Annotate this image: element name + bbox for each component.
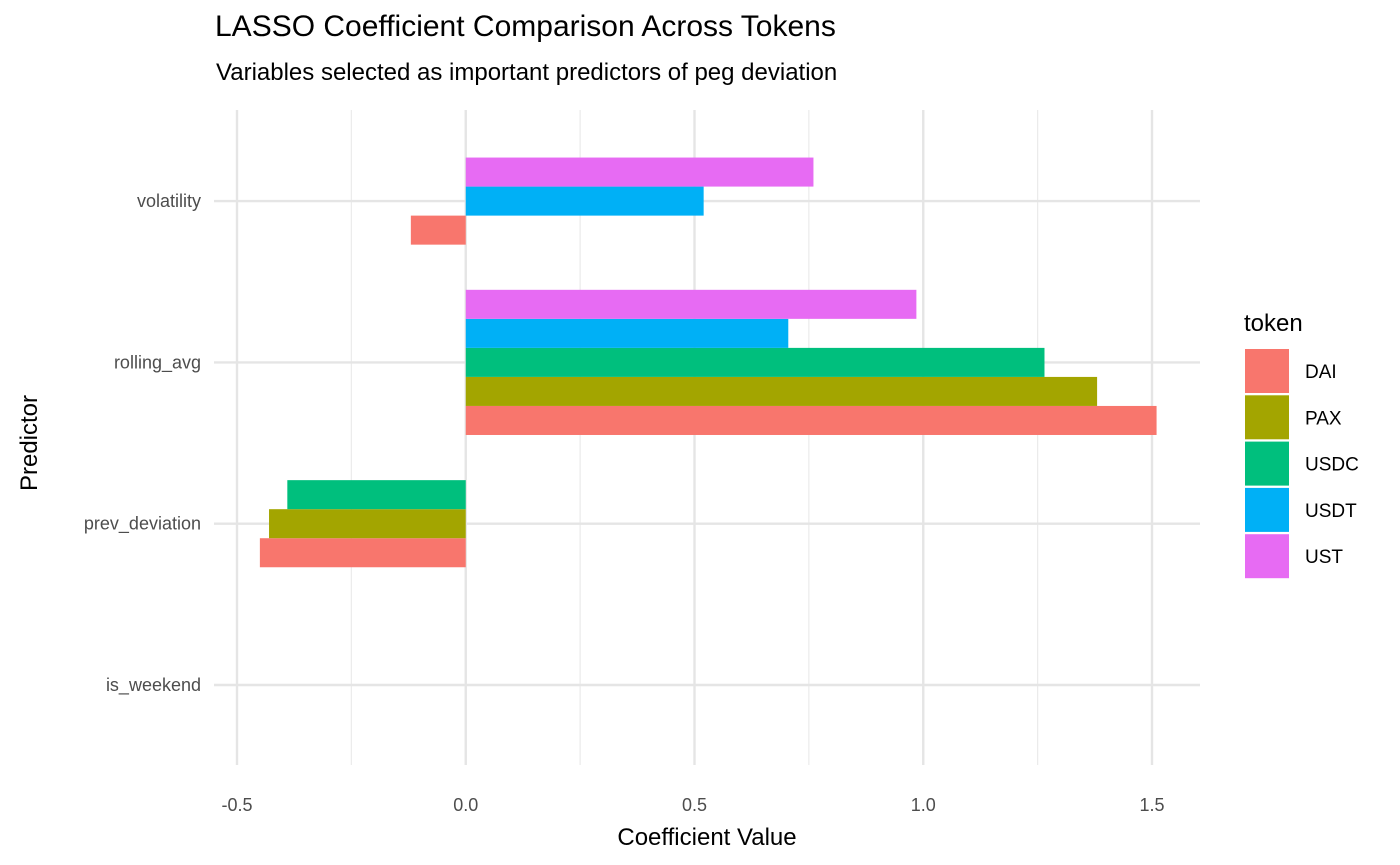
chart-title: LASSO Coefficient Comparison Across Toke… <box>215 10 836 43</box>
legend-key-ust <box>1245 534 1289 579</box>
legend-key-dai <box>1245 349 1289 393</box>
y-tick-label: is_weekend <box>106 675 201 696</box>
x-axis-title: Coefficient Value <box>617 824 796 851</box>
legend-title: token <box>1244 310 1303 337</box>
legend-key-usdc <box>1245 441 1289 486</box>
y-tick-labels: is_weekend prev_deviation rolling_avg volat… <box>84 191 201 696</box>
bar-usdt-volatility <box>465 186 704 216</box>
bar-usdc-rolling_avg <box>465 347 1045 377</box>
bar-dai-volatility <box>410 215 466 245</box>
x-tick-label: 1.5 <box>1139 795 1164 815</box>
legend-key-pax <box>1245 395 1289 440</box>
legend-label-ust: UST <box>1305 547 1343 568</box>
bar-dai-rolling_avg <box>465 405 1157 435</box>
legend-label-dai: DAI <box>1305 362 1337 383</box>
bar-usdc-prev_deviation <box>287 480 466 510</box>
chart-subtitle: Variables selected as important predicto… <box>216 59 838 86</box>
y-tick-label: prev_deviation <box>84 514 201 535</box>
bar-layer <box>259 157 1157 568</box>
bar-ust-rolling_avg <box>465 289 917 319</box>
bar-usdt-rolling_avg <box>465 318 789 348</box>
x-tick-label: -0.5 <box>221 795 252 815</box>
legend: token DAI PAX USDC USDT UST <box>1244 310 1359 579</box>
grid-layer <box>214 110 1200 765</box>
bar-pax-rolling_avg <box>465 376 1098 406</box>
bar-pax-prev_deviation <box>269 509 466 539</box>
y-tick-label: rolling_avg <box>114 352 201 373</box>
legend-label-usdc: USDC <box>1305 455 1359 476</box>
x-tick-label: 1.0 <box>911 795 936 815</box>
bar-ust-volatility <box>465 157 814 187</box>
x-tick-label: 0.0 <box>453 795 478 815</box>
legend-label-usdt: USDT <box>1305 501 1357 522</box>
y-tick-label: volatility <box>137 191 201 211</box>
x-tick-labels: -0.5 0.0 0.5 1.0 1.5 <box>221 795 1164 815</box>
legend-key-usdt <box>1245 487 1289 532</box>
y-axis-title: Predictor <box>16 395 43 491</box>
x-tick-label: 0.5 <box>682 795 707 815</box>
legend-label-pax: PAX <box>1305 408 1342 429</box>
bar-dai-prev_deviation <box>259 538 466 568</box>
